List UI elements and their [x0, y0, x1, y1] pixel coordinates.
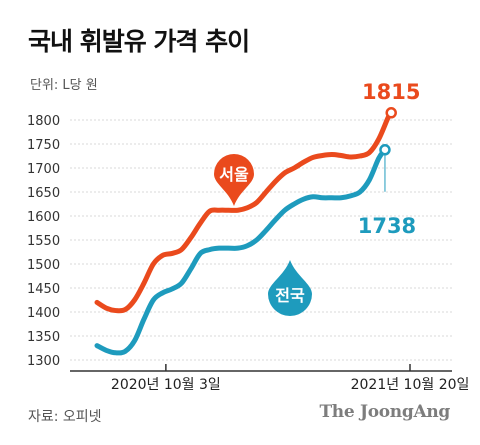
brand-logo: The JoongAng: [319, 402, 450, 422]
national-series-line: [94, 147, 388, 356]
x-axis: 2020년 10월 3일 2021년 10월 20일: [70, 364, 469, 393]
seoul-end-marker: [385, 107, 397, 119]
y-tick-label: 1300: [27, 354, 60, 369]
y-tick-label: 1600: [27, 210, 60, 225]
x-tick-label: 2020년 10월 3일: [111, 377, 221, 393]
national-end-marker: [379, 144, 391, 156]
y-tick-label: 1500: [27, 258, 60, 273]
national-drop-annotation: 전국: [268, 260, 312, 316]
y-tick-label: 1750: [27, 138, 60, 153]
unit-label: 단위: L당 원: [30, 78, 98, 93]
y-tick-label: 1350: [27, 330, 60, 345]
national-end-value-label: 1738: [358, 214, 416, 238]
series-lines: [94, 110, 394, 356]
y-tick-label: 1550: [27, 234, 60, 249]
x-tick-label: 2021년 10월 20일: [351, 377, 470, 393]
seoul-pin-annotation: 서울: [214, 154, 254, 206]
national-drop-annotation-label: 전국: [275, 286, 305, 305]
y-tick-labels: 1300 1350 1400 1450 1500 1550 1600 1650 1700 1750…: [27, 114, 60, 369]
y-tick-label: 1800: [27, 114, 60, 129]
source-label: 자료: 오피넷: [28, 409, 102, 425]
seoul-pin-annotation-label: 서울: [219, 165, 249, 184]
y-tick-label: 1700: [27, 162, 60, 177]
y-tick-label: 1650: [27, 186, 60, 201]
seoul-end-value-label: 1815: [362, 80, 420, 104]
seoul-series-line: [94, 110, 394, 314]
y-tick-label: 1400: [27, 306, 60, 321]
y-tick-label: 1450: [27, 282, 60, 297]
page-title: 국내 휘발유 가격 추이: [28, 27, 250, 56]
grid-lines: [70, 119, 452, 361]
